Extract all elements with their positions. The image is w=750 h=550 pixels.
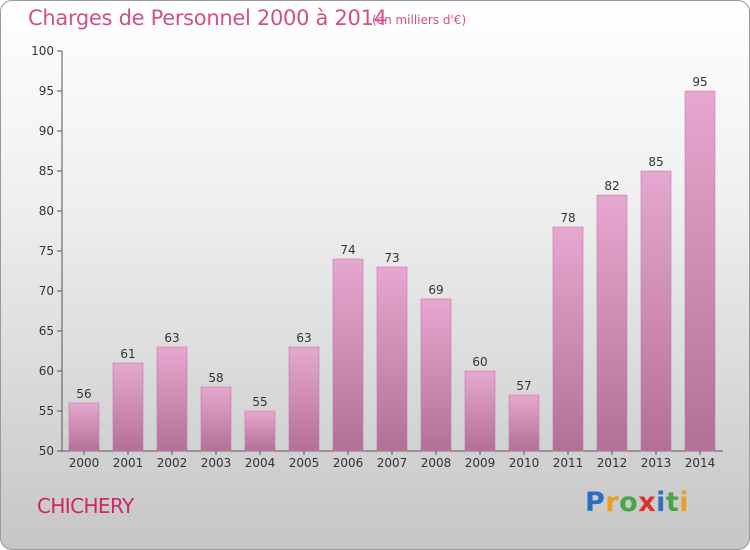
y-tick-label: 85 xyxy=(39,164,54,178)
x-tick-label: 2014 xyxy=(685,456,716,470)
bar-value-label: 55 xyxy=(252,395,267,409)
y-tick-label: 70 xyxy=(39,284,54,298)
logo-letter: r xyxy=(605,487,620,518)
logo-letter: o xyxy=(619,487,639,518)
y-tick-label: 95 xyxy=(39,84,54,98)
x-tick-label: 2002 xyxy=(157,456,188,470)
proxiti-logo: Proxiti xyxy=(585,487,689,518)
bar xyxy=(596,194,628,452)
bar xyxy=(552,226,584,452)
logo-letter: P xyxy=(585,487,606,518)
chart-title: Charges de Personnel 2000 à 2014 xyxy=(28,6,387,30)
bar-value-label: 85 xyxy=(648,155,663,169)
bar-value-label: 82 xyxy=(604,179,619,193)
bar-value-label: 63 xyxy=(296,331,311,345)
bar xyxy=(332,258,364,452)
x-tick-label: 2003 xyxy=(201,456,232,470)
logo-letter: i xyxy=(679,487,690,518)
bar xyxy=(508,394,540,452)
bar xyxy=(420,298,452,452)
x-tick-label: 2004 xyxy=(245,456,276,470)
x-tick-label: 2008 xyxy=(421,456,452,470)
bar-value-label: 95 xyxy=(692,75,707,89)
bar xyxy=(288,346,320,452)
bar xyxy=(156,346,188,452)
x-tick-label: 2001 xyxy=(113,456,144,470)
bar-value-label: 74 xyxy=(340,243,355,257)
y-tick-label: 65 xyxy=(39,324,54,338)
x-tick-label: 2009 xyxy=(465,456,496,470)
logo-letter: x xyxy=(638,487,657,518)
bar-value-label: 63 xyxy=(164,331,179,345)
bar xyxy=(376,266,408,452)
commune-name: CHICHERY xyxy=(37,494,134,518)
y-tick-label: 55 xyxy=(39,404,54,418)
bar xyxy=(112,362,144,452)
y-tick-label: 100 xyxy=(31,44,54,58)
bar-value-label: 56 xyxy=(76,387,91,401)
y-tick-label: 90 xyxy=(39,124,54,138)
x-tick-label: 2011 xyxy=(553,456,584,470)
bar xyxy=(464,370,496,452)
bar-value-label: 60 xyxy=(472,355,487,369)
bar xyxy=(244,410,276,452)
bar xyxy=(200,386,232,452)
y-tick-label: 60 xyxy=(39,364,54,378)
bar xyxy=(640,170,672,452)
chart-unit: (en milliers d'€) xyxy=(372,13,467,27)
bar-value-label: 69 xyxy=(428,283,443,297)
bar-value-label: 58 xyxy=(208,371,223,385)
logo-letter: i xyxy=(656,487,666,518)
bar-value-label: 57 xyxy=(516,379,531,393)
x-tick-label: 2000 xyxy=(69,456,100,470)
logo-letter: t xyxy=(665,487,680,518)
x-tick-label: 2007 xyxy=(377,456,408,470)
bar-value-label: 73 xyxy=(384,251,399,265)
x-tick-label: 2005 xyxy=(289,456,320,470)
bar xyxy=(68,402,100,452)
x-tick-label: 2010 xyxy=(509,456,540,470)
bar xyxy=(684,90,716,452)
y-tick-label: 75 xyxy=(39,244,54,258)
bar-value-label: 78 xyxy=(560,211,575,225)
bar-value-label: 61 xyxy=(120,347,135,361)
x-tick-label: 2013 xyxy=(641,456,672,470)
x-tick-label: 2006 xyxy=(333,456,364,470)
y-tick-label: 50 xyxy=(39,444,54,458)
y-tick-label: 80 xyxy=(39,204,54,218)
x-tick-label: 2012 xyxy=(597,456,628,470)
